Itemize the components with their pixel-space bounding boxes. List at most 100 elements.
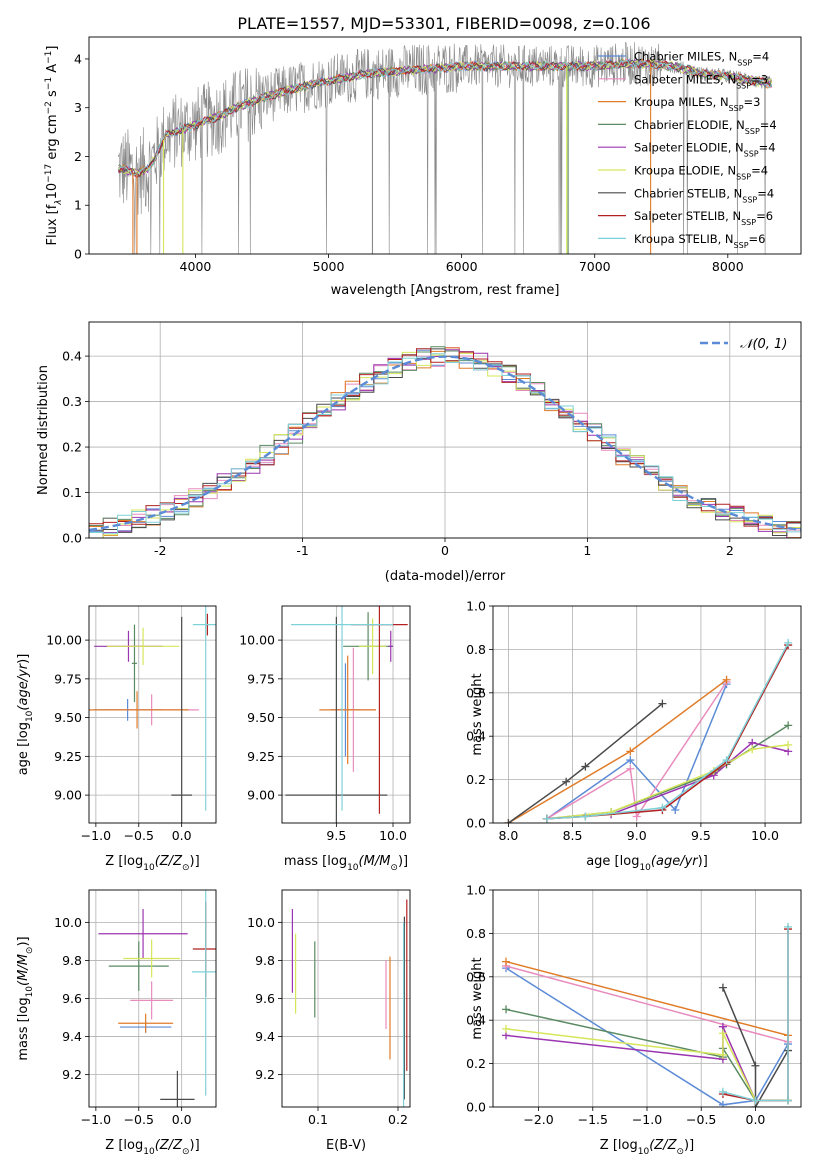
x-tick-label: -2 (154, 543, 166, 558)
y-tick-label: 0.4 (466, 729, 486, 744)
y-tick-label: 9.4 (255, 1029, 275, 1044)
legend-label: Chabrier MILES, NSSP=4 (634, 50, 769, 68)
legend-label: Salpeter STELIB, NSSP=6 (634, 209, 773, 227)
y-tick-label: 0.6 (466, 685, 486, 700)
weight-marker-kroupa_stelib (751, 1096, 760, 1105)
x-tick-label: 9.0 (627, 828, 647, 843)
plot-area (282, 606, 410, 823)
x-axis-label: mass [log10(M/M⊙)] (284, 854, 408, 873)
y-tick-label: 10.00 (239, 633, 275, 648)
y-tick-label: 0.6 (466, 969, 486, 984)
y-axis-label: mass [log10(M/M⊙)] (16, 936, 35, 1060)
weight-marker-kroupa_elodie (748, 745, 757, 754)
legend-label: Kroupa STELIB, NSSP=6 (634, 232, 765, 250)
y-tick-label: 0.0 (62, 531, 82, 546)
y-axis-label: mass weight (470, 957, 485, 1039)
y-tick-label: 0.8 (466, 926, 486, 941)
axes-frame (88, 889, 217, 1108)
x-tick-label: −0.5 (124, 828, 154, 843)
y-tick-label: 9.8 (255, 953, 275, 968)
legend-label: Salpeter MILES, NSSP=3 (634, 72, 768, 90)
weight-marker-chabrier_elodie (502, 1005, 511, 1014)
plot-area (493, 606, 801, 823)
y-tick-label: 9.50 (247, 710, 275, 725)
weight-marker-kroupa_miles (626, 747, 635, 756)
legend: Chabrier MILES, NSSP=4 Salpeter MILES, NS… (598, 50, 777, 250)
x-tick-label: 7000 (579, 259, 611, 274)
x-axis-label: (data-model)/error (385, 569, 506, 584)
y-tick-label: 0.0 (466, 816, 486, 831)
x-tick-label: 10.0 (379, 828, 407, 843)
weight-marker-kroupa_miles (722, 675, 731, 684)
y-tick-label: 0.8 (466, 642, 486, 657)
legend: 𝒩(0, 1) (700, 337, 787, 352)
y-tick-label: 10.0 (247, 915, 275, 930)
axes-mass_vs_ebv: 0.1 0.2 9.2 9.4 9.6 9.8 10.0 E(B-V) (247, 889, 411, 1153)
axes-frame (88, 321, 802, 539)
x-tick-label: 0.0 (172, 1112, 192, 1127)
y-tick-label: 0 (74, 247, 82, 262)
plot-area (89, 606, 216, 823)
x-tick-label: 10.0 (751, 828, 779, 843)
y-tick-label: 1.0 (466, 599, 486, 614)
y-tick-label: 0.0 (466, 1100, 486, 1115)
weight-line-salpeter_elodie (546, 741, 789, 820)
legend-label: 𝒩(0, 1) (740, 337, 787, 352)
x-tick-label: 8.0 (498, 828, 518, 843)
y-tick-label: 9.8 (62, 953, 82, 968)
legend-label: Chabrier ELODIE, NSSP=4 (634, 118, 777, 136)
weight-marker-chabrier_miles (671, 805, 680, 814)
y-tick-label: 4 (74, 51, 82, 66)
y-tick-label: 9.00 (54, 788, 82, 803)
axes-residuals: -2 -1 0 1 2 0.0 0.1 0.2 0.3 0.4 (data-model)/error… (36, 321, 802, 584)
weight-marker-kroupa_stelib (658, 803, 667, 812)
x-axis-label: Z [log10(Z/Z⊙)] (105, 854, 199, 873)
axes-frame (492, 889, 802, 1108)
axes-frame (88, 36, 802, 255)
y-axis-label: Flux [fλ10−17 erg cm−2 s−1 A−1] (44, 46, 64, 246)
axes-frame (281, 889, 411, 1108)
y-axis-label: age [log10(age/yr)] (16, 654, 35, 776)
plot-area (117, 41, 773, 254)
y-tick-label: 3 (74, 100, 82, 115)
x-axis-label: Z [log10(Z/Z⊙)] (105, 1138, 199, 1157)
weight-marker-kroupa_stelib (722, 756, 731, 765)
weight-line-kroupa_miles (508, 679, 728, 823)
weight-line-kroupa_elodie (546, 744, 789, 820)
y-tick-label: 9.75 (54, 671, 82, 686)
x-axis-label: E(B-V) (326, 1138, 366, 1153)
weight-marker-kroupa_stelib (542, 814, 551, 823)
y-tick-label: 9.25 (247, 749, 275, 764)
y-tick-label: 0.4 (62, 349, 82, 364)
y-tick-label: 10.0 (54, 915, 82, 930)
axes-frame (88, 605, 217, 824)
weight-marker-chabrier_stelib (562, 777, 571, 786)
x-tick-label: 9.5 (326, 828, 346, 843)
weight-marker-chabrier_miles (626, 756, 635, 765)
weight-marker-kroupa_miles (502, 957, 511, 966)
y-tick-label: 0.4 (466, 1013, 486, 1028)
y-tick-label: 2 (74, 149, 82, 164)
y-axis-label: Normed distribution (36, 365, 51, 495)
weight-marker-chabrier_stelib (504, 819, 513, 823)
x-tick-label: −2.0 (523, 1112, 553, 1127)
x-tick-label: 8.5 (563, 828, 583, 843)
y-tick-label: 1.0 (466, 883, 486, 898)
weight-line-kroupa_stelib (722, 926, 789, 1102)
x-tick-label: 0.0 (172, 828, 192, 843)
weight-line-chabrier_stelib (722, 987, 789, 1107)
plot-area (89, 322, 801, 538)
x-tick-label: 6000 (446, 259, 478, 274)
y-tick-label: 9.2 (62, 1067, 82, 1082)
x-tick-label: 0.0 (746, 1112, 766, 1127)
weight-marker-kroupa_elodie (718, 1050, 727, 1059)
y-tick-label: 0.1 (62, 485, 82, 500)
weight-marker-chabrier_stelib (718, 983, 727, 992)
x-tick-label: 9.5 (691, 828, 711, 843)
x-tick-label: 0.1 (308, 1112, 328, 1127)
y-tick-label: 0.2 (466, 1056, 486, 1071)
axes-frame (492, 605, 802, 824)
y-tick-label: 0.2 (466, 772, 486, 787)
x-tick-label: -1 (296, 543, 308, 558)
